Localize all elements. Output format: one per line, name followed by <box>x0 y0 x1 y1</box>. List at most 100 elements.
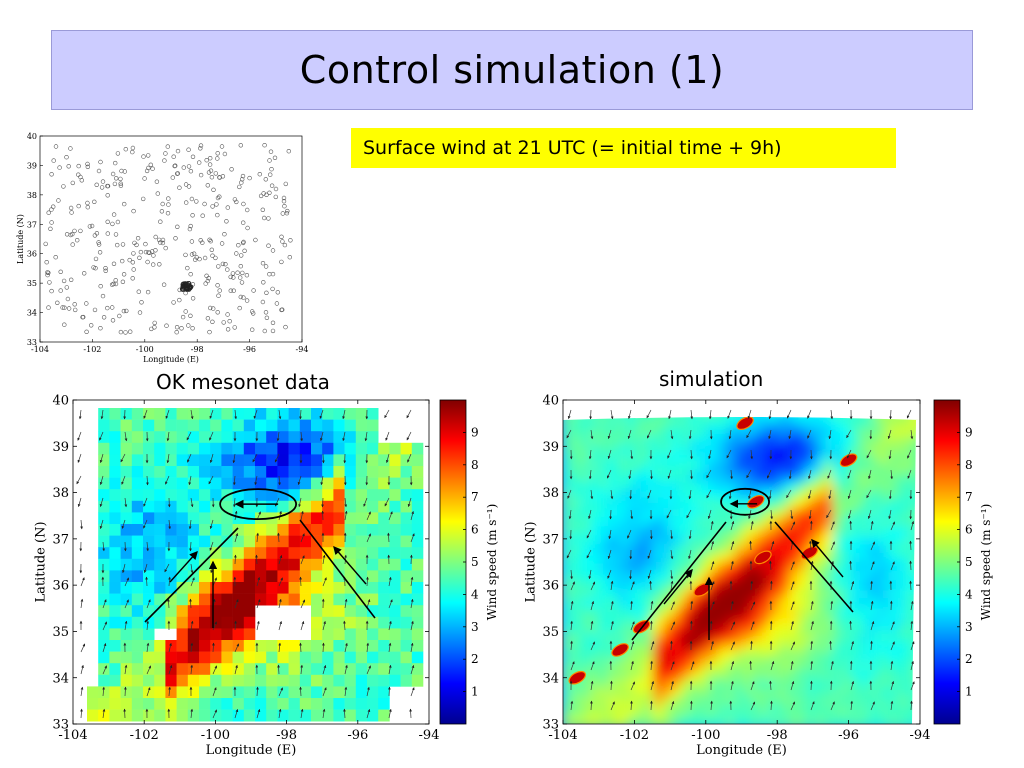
mesonet-cell <box>120 547 133 560</box>
station-point <box>53 144 59 149</box>
station-point <box>162 158 167 163</box>
mesonet-cell <box>165 640 177 652</box>
simulation-cell <box>833 715 846 724</box>
simulation-cell <box>860 715 873 724</box>
mesonet-cell <box>299 558 312 571</box>
mesonet-cell <box>277 698 289 710</box>
station-point <box>238 294 244 300</box>
simulation-wind-arrow <box>769 560 772 571</box>
mesonet-cell <box>333 605 345 618</box>
simulation-wind-arrow <box>610 489 614 500</box>
simulation-wind-arrow <box>630 660 634 671</box>
simulation-wind-arrow <box>566 429 572 439</box>
simulation-wind-arrow <box>830 541 835 551</box>
mesonet-cell <box>120 628 133 641</box>
mesonet-cell <box>109 616 121 629</box>
mesonet-cell <box>165 466 177 478</box>
simulation-wind-arrow <box>627 409 632 420</box>
mesonet-wind-arrow <box>124 599 129 609</box>
mesonet-wind-arrow <box>343 620 346 631</box>
simulation-frame <box>562 399 921 725</box>
mesonet-cell <box>221 628 233 641</box>
mesonet-cell <box>243 582 256 594</box>
simulation-wind-arrow <box>688 429 692 440</box>
mesonet-wind-arrow <box>209 453 214 463</box>
station-point <box>65 296 71 302</box>
simulation-wind-arrow <box>846 429 852 439</box>
station-point <box>239 180 244 185</box>
mesonet-cell <box>322 640 334 652</box>
mesonet-cell <box>210 489 222 502</box>
mesonet-cell <box>411 500 424 513</box>
mesonet-cell <box>221 709 233 722</box>
station-point <box>181 165 187 170</box>
mesonet-cell <box>143 663 155 676</box>
mesonet-cell <box>221 582 233 594</box>
station-point <box>250 309 255 314</box>
simulation-cell <box>635 715 648 724</box>
simulation-wind-arrow <box>570 569 573 580</box>
simulation-cell <box>797 715 810 724</box>
simulation-wind-arrow <box>627 529 632 539</box>
mesonet-cell <box>288 674 301 687</box>
simulation-wind-arrow <box>790 660 794 671</box>
mesonet-cell <box>311 686 323 699</box>
mesonet-cell <box>378 524 390 536</box>
mesonet-wind-arrow <box>190 409 194 420</box>
mesonet-cell <box>411 489 424 502</box>
station-point <box>241 220 246 225</box>
mesonet-cell <box>232 558 245 571</box>
mesonet-cell <box>243 663 256 676</box>
mesonet-cell <box>367 442 379 455</box>
mesonet-cell <box>344 524 357 536</box>
station-point <box>240 240 246 246</box>
mesonet-cell <box>120 698 133 710</box>
mesonet-cell <box>199 616 211 629</box>
station-point <box>210 253 215 258</box>
station-point <box>105 219 110 225</box>
simulation-annot-arrow <box>663 568 693 605</box>
mesonet-cell <box>355 674 368 687</box>
simulation-wind-arrow <box>610 600 614 611</box>
simulation-wind-arrow <box>670 640 673 651</box>
mesonet-cell <box>411 674 424 687</box>
simulation-wind-arrow <box>786 409 792 419</box>
station-point <box>227 319 232 324</box>
mesonet-wind-arrow <box>99 497 104 507</box>
mesonet-cell <box>176 512 189 525</box>
mesonet-xtick-label: -94 <box>419 728 440 743</box>
mesonet-cell <box>355 558 368 571</box>
mesonet-cell <box>411 570 424 583</box>
mesonet-cell <box>255 674 267 687</box>
mesonet-cell <box>299 709 312 722</box>
mesonet-cell <box>299 524 312 536</box>
mesonet-cell <box>277 593 289 606</box>
mesonet-cell <box>176 651 189 664</box>
mesonet-wind-arrow <box>234 709 239 719</box>
mesonet-wind-arrow <box>410 620 414 631</box>
mesonet-cell <box>143 628 155 641</box>
mesonet-cell <box>143 454 155 467</box>
mesonet-cell <box>255 500 267 513</box>
mesonet-cell <box>187 686 200 699</box>
mesonet-cell <box>199 489 211 502</box>
station-point <box>130 145 136 151</box>
simulation-cell <box>905 715 918 724</box>
simulation-wind-arrow <box>910 520 915 531</box>
mesonet-wind-arrow <box>388 664 392 675</box>
mesonet-cell <box>187 674 200 687</box>
station-point <box>152 325 157 330</box>
mesonet-cell <box>232 663 245 676</box>
mesonet-cell <box>322 524 334 536</box>
mesonet-wind-arrow <box>409 554 413 565</box>
station-point <box>253 237 258 243</box>
mesonet-cell <box>299 535 312 548</box>
station-xtick-label: -98 <box>191 345 204 354</box>
simulation-wind-arrow <box>910 620 914 631</box>
mesonet-cell <box>333 454 345 467</box>
station-point <box>241 201 246 207</box>
mesonet-cell <box>299 419 312 432</box>
mesonet-cell <box>232 431 245 444</box>
station-point <box>147 250 152 256</box>
mesonet-cell <box>154 454 166 467</box>
